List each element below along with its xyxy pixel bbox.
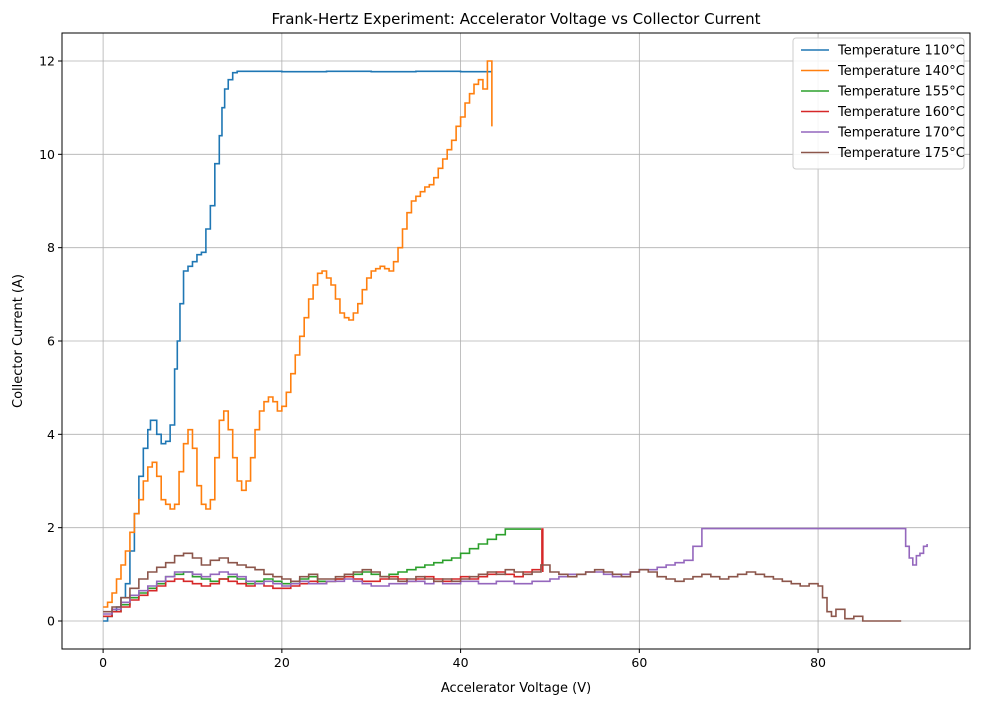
y-axis-label: Collector Current (A) <box>11 274 26 408</box>
series-line-1 <box>103 70 492 622</box>
y-tick-label: 0 <box>47 614 55 629</box>
x-tick-label: 80 <box>810 655 826 670</box>
legend-label-6: Temperature 175°C <box>837 146 965 161</box>
y-tick-label: 8 <box>47 240 55 255</box>
legend-label-5: Temperature 170°C <box>837 126 965 141</box>
x-axis-label: Accelerator Voltage (V) <box>441 681 591 696</box>
x-axis-ticks: 0 20 40 60 80 <box>99 649 826 670</box>
series-line-6 <box>103 552 902 622</box>
series-layer <box>103 60 928 622</box>
legend-label-3: Temperature 155°C <box>837 85 965 100</box>
x-tick-label: 20 <box>274 655 290 670</box>
legend-label-4: Temperature 160°C <box>837 105 965 120</box>
y-axis-ticks: 0 2 4 6 8 10 12 <box>39 54 62 629</box>
legend-label-1: Temperature 110°C <box>837 44 965 59</box>
series-line-2 <box>103 60 493 608</box>
x-tick-label: 40 <box>453 655 469 670</box>
y-tick-label: 4 <box>47 427 55 442</box>
chart-title: Frank-Hertz Experiment: Accelerator Volt… <box>272 10 761 28</box>
x-tick-label: 0 <box>99 655 107 670</box>
x-tick-label: 60 <box>631 655 647 670</box>
y-tick-label: 6 <box>47 334 55 349</box>
legend: Temperature 110°C Temperature 140°C Temper… <box>792 37 965 170</box>
legend-box <box>792 37 965 170</box>
y-tick-label: 12 <box>39 54 55 69</box>
y-tick-label: 10 <box>39 147 55 162</box>
y-tick-label: 2 <box>47 520 55 535</box>
legend-label-2: Temperature 140°C <box>837 64 965 79</box>
